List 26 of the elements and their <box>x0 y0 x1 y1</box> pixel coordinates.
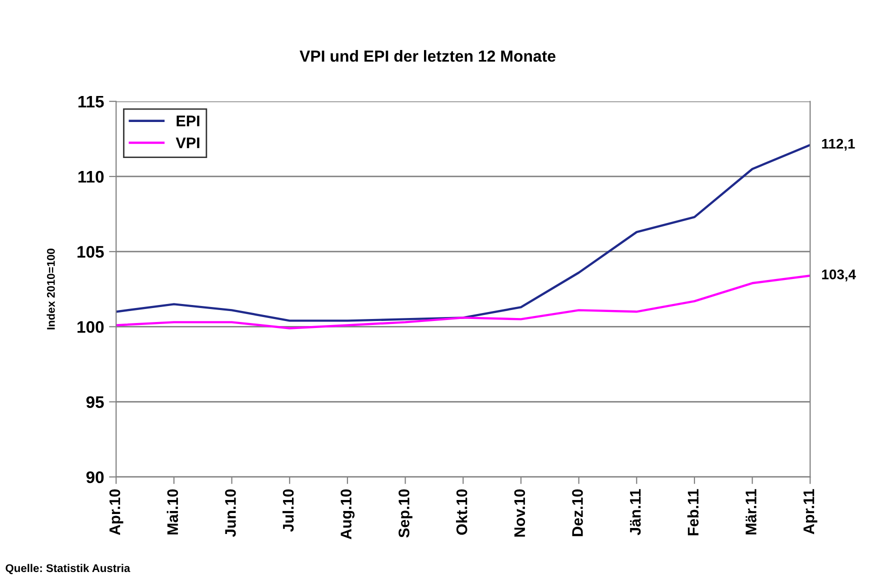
x-tick-label: Mai.10 <box>166 489 178 534</box>
y-tick-label: 90 <box>86 471 104 484</box>
x-tick-label: Mär.11 <box>746 489 756 534</box>
x-tick-label: Jun.10 <box>225 489 236 537</box>
data-label: 103,4 <box>822 270 856 282</box>
source-note: Quelle: Statistik Austria <box>6 564 130 574</box>
legend-label: VPI <box>176 138 200 148</box>
data-label: 112,1 <box>822 138 855 151</box>
x-tick-label: Feb.11 <box>687 489 699 536</box>
x-tick-label: Dez.10 <box>572 489 583 536</box>
x-tick-label: Jul.10 <box>282 489 294 532</box>
y-axis-title: Index 2010=100 <box>46 248 55 330</box>
x-tick-label: Aug.10 <box>340 489 355 540</box>
x-tick-label: Sep.10 <box>398 489 412 538</box>
x-tick-label: Okt.10 <box>456 489 468 535</box>
x-tick-label: Nov.10 <box>514 489 526 537</box>
y-tick-label: 95 <box>86 396 104 408</box>
y-tick-label: 115 <box>78 96 104 108</box>
x-tick-label: Jän.11 <box>630 489 641 536</box>
y-tick-label: 100 <box>78 321 104 333</box>
chart-title: VPI und EPI der letzten 12 Monate <box>300 50 556 62</box>
legend-label: EPI <box>176 116 200 126</box>
y-tick-label: 105 <box>78 246 104 258</box>
x-tick-label: Apr.10 <box>109 489 124 536</box>
y-tick-label: 110 <box>78 170 104 183</box>
x-tick-label: Apr.11 <box>804 489 818 534</box>
